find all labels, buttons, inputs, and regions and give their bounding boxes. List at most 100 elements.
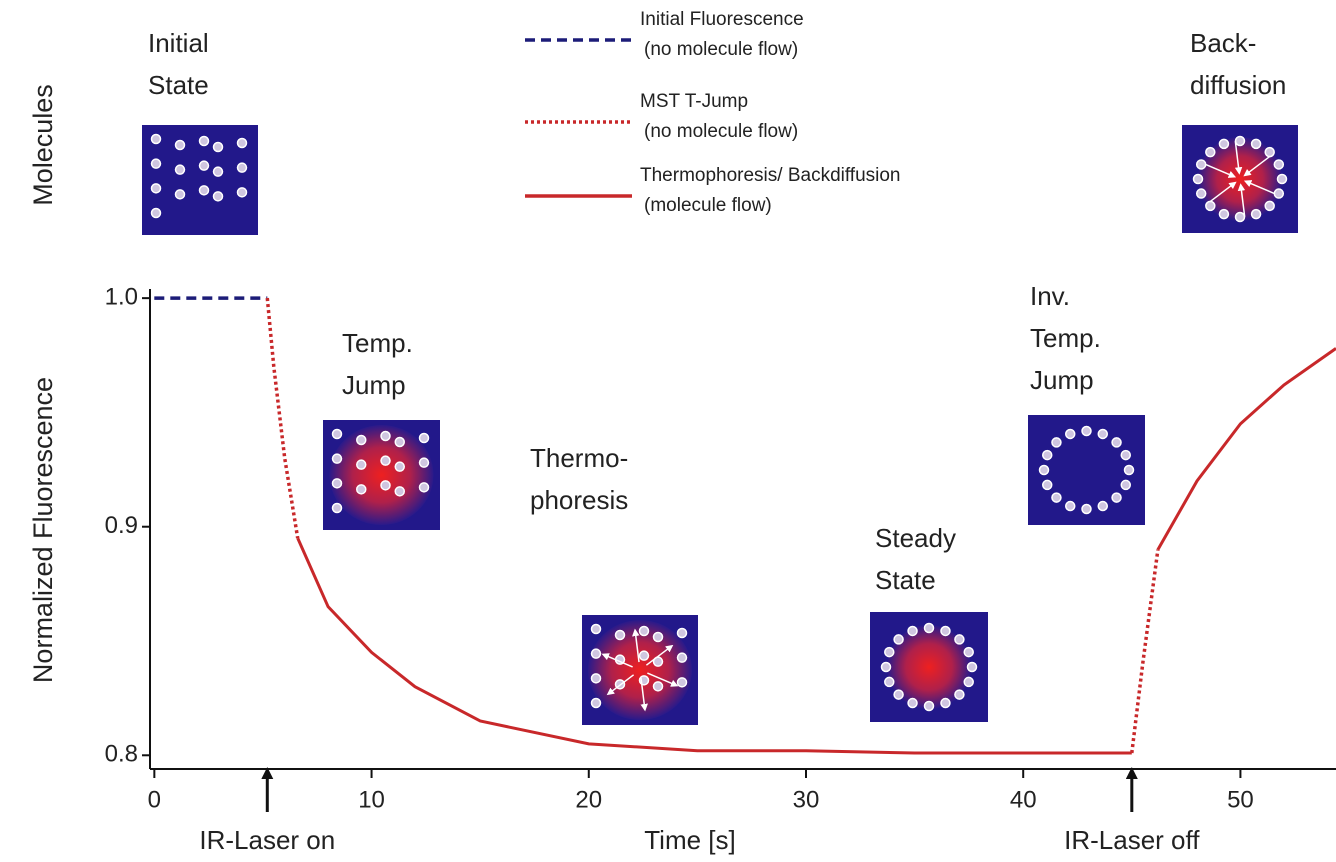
molecule (1120, 479, 1132, 491)
molecule (150, 158, 162, 169)
molecule (236, 162, 248, 173)
molecule (963, 646, 974, 658)
molecule (1051, 492, 1062, 503)
molecule (1120, 449, 1132, 461)
flow-arrow (1237, 183, 1246, 217)
molecule (966, 661, 978, 673)
molecule (1081, 503, 1092, 515)
molecule (1195, 188, 1207, 199)
molecule (1234, 211, 1246, 223)
annotation: State (875, 565, 936, 595)
molecule (907, 697, 918, 709)
molecule (893, 634, 904, 645)
molecule (1205, 200, 1216, 212)
molecule (1276, 173, 1288, 185)
x-label: Time [s] (644, 825, 735, 855)
legend-label: Thermophoresis/ Backdiffusion (640, 165, 901, 186)
event-label: IR-Laser on (199, 825, 335, 855)
molecule (1192, 173, 1204, 185)
molecule (1195, 159, 1207, 170)
molecule (676, 627, 688, 639)
molecule (198, 160, 210, 171)
legend-description: (no molecule flow) (644, 121, 798, 142)
molecule (236, 137, 248, 149)
x-tick-label: 30 (793, 786, 820, 813)
flow-arrow (647, 672, 679, 687)
molecule (893, 689, 904, 700)
annotation: Thermo- (530, 443, 628, 473)
molecule (150, 207, 162, 219)
molecule (356, 459, 367, 470)
annotation: State (148, 70, 209, 100)
molecule (880, 661, 892, 673)
molecule (356, 434, 367, 446)
molecule (954, 634, 965, 645)
flow-arrow (1243, 155, 1271, 177)
panel-glow (1198, 137, 1282, 221)
panel-glow (329, 425, 434, 525)
molecule (174, 139, 186, 151)
molecule (1205, 146, 1216, 158)
annotation: Jump (342, 370, 406, 400)
legend-label: Initial Fluorescence (640, 9, 804, 30)
molecule (1218, 208, 1230, 220)
panel-glow (887, 625, 971, 709)
annotation: Steady (875, 523, 956, 553)
molecule (198, 135, 210, 147)
series-line (296, 347, 1336, 755)
molecule (212, 141, 224, 153)
molecule (963, 676, 974, 688)
molecule (418, 457, 430, 468)
molecule (1250, 138, 1262, 150)
molecule (1111, 492, 1122, 503)
molecule (331, 428, 343, 440)
panel (323, 420, 440, 530)
annotation: diffusion (1190, 70, 1286, 100)
molecule (1264, 146, 1275, 158)
molecule (331, 502, 343, 514)
molecule (1097, 428, 1109, 440)
molecule (884, 676, 895, 688)
series-line (265, 297, 1160, 754)
molecule (1064, 500, 1076, 512)
panel (1182, 125, 1298, 233)
legend-description: (molecule flow) (644, 195, 772, 216)
molecule (954, 689, 965, 700)
molecule (394, 486, 405, 497)
annotation: Back- (1190, 28, 1256, 58)
molecule (418, 432, 430, 444)
molecule (1234, 135, 1246, 147)
molecule (1273, 188, 1285, 199)
molecule (236, 187, 248, 198)
legend-label: MST T-Jump (640, 91, 748, 112)
molecule (198, 185, 210, 196)
molecule (1097, 500, 1109, 512)
annotation: Jump (1030, 365, 1094, 395)
panel (142, 125, 258, 235)
molecule (1051, 437, 1062, 448)
molecule (380, 480, 391, 491)
molecule (1064, 428, 1076, 440)
molecule (1038, 464, 1050, 476)
molecule (614, 629, 626, 641)
event-label: IR-Laser off (1064, 825, 1200, 855)
molecule (380, 455, 391, 466)
molecule (1041, 479, 1053, 491)
molecule (1250, 208, 1262, 220)
x-tick-label: 40 (1010, 786, 1037, 813)
molecule (884, 646, 895, 658)
molecule (331, 453, 343, 464)
molecule (940, 625, 951, 637)
x-tick-label: 20 (575, 786, 602, 813)
molecule (331, 478, 343, 489)
molecule (150, 133, 162, 145)
molecule (907, 625, 918, 637)
flow-arrow (640, 677, 648, 712)
annotation: Temp. (342, 328, 413, 358)
molecule (590, 648, 602, 659)
flow-arrow (1204, 163, 1237, 178)
panel (1028, 415, 1145, 525)
legend-description: (no molecule flow) (644, 39, 798, 60)
molecule (923, 622, 935, 634)
